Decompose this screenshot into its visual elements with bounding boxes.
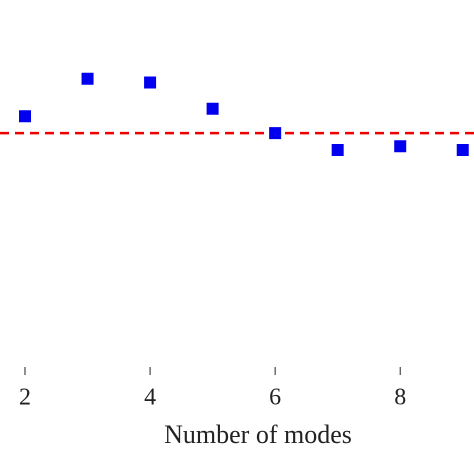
point <box>394 140 407 153</box>
point <box>269 127 282 140</box>
point <box>456 144 469 156</box>
point <box>81 72 94 85</box>
point <box>19 110 32 123</box>
point <box>331 144 344 156</box>
x-axis-label: Number of modes <box>164 420 352 449</box>
x-tick-label: 6 <box>269 385 281 411</box>
point <box>206 102 219 115</box>
x-tick-label: 2 <box>19 385 31 411</box>
x-tick-label: 8 <box>394 385 406 411</box>
x-tick-label: 4 <box>144 385 156 411</box>
point <box>144 76 157 89</box>
